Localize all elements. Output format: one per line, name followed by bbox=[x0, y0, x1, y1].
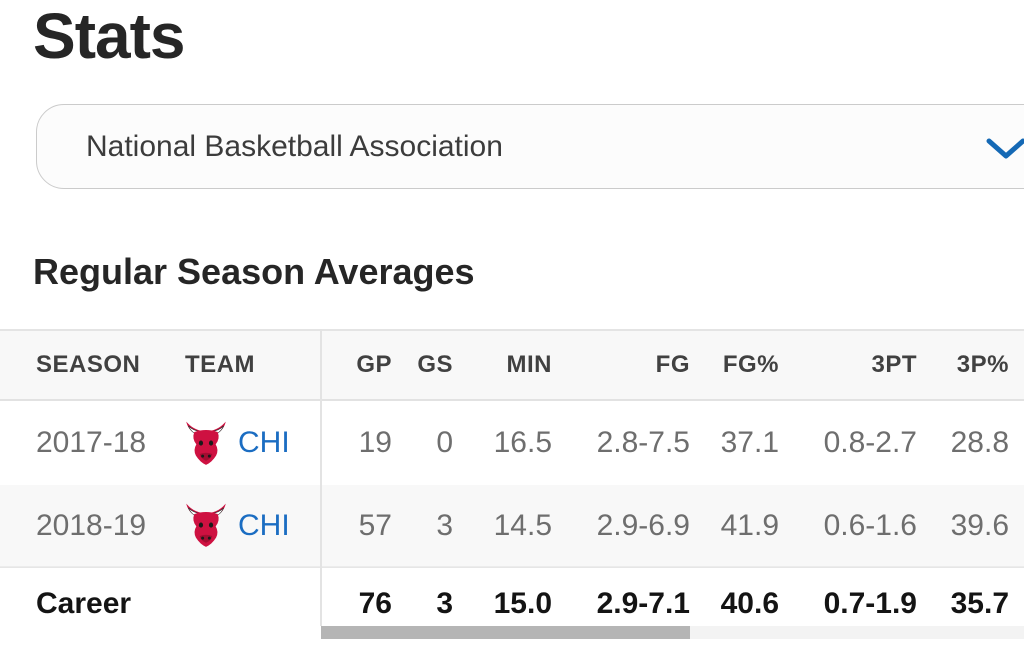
gp-cell: 19 bbox=[358, 426, 392, 460]
header-fg: FG bbox=[655, 351, 690, 379]
chevron-down-icon bbox=[985, 137, 1024, 166]
3pt-cell: 0.7-1.9 bbox=[823, 587, 917, 621]
header-min: MIN bbox=[506, 351, 552, 379]
season-cell: 2017-18 bbox=[36, 426, 147, 460]
season-cell: 2018-19 bbox=[36, 508, 147, 542]
min-cell: 16.5 bbox=[493, 426, 552, 460]
table-row-2018-19: 2018-19 CHI 57 3 14.5 2.9-6.9 41.9 0.6-1… bbox=[0, 485, 1024, 568]
header-gp: GP bbox=[356, 351, 392, 379]
3p-pct-cell: 35.7 bbox=[950, 587, 1009, 621]
table-row-2017-18: 2017-18 CHI 19 0 16.5 2.8-7.5 37.1 0.8-2… bbox=[0, 401, 1024, 486]
fg-pct-cell: 40.6 bbox=[720, 587, 779, 621]
gs-cell: 0 bbox=[436, 426, 453, 460]
gs-cell: 3 bbox=[436, 508, 453, 542]
horizontal-scrollbar-track[interactable] bbox=[321, 626, 1024, 640]
regular-season-averages-table: SEASON TEAM GP GS MIN FG FG% 3PT 3P% 201… bbox=[0, 329, 1024, 641]
header-3p-pct: 3P% bbox=[956, 351, 1009, 379]
min-cell: 15.0 bbox=[493, 587, 552, 621]
bulls-logo-icon bbox=[186, 421, 226, 465]
team-cell: CHI bbox=[185, 502, 321, 549]
fg-pct-cell: 41.9 bbox=[720, 508, 779, 542]
header-season: SEASON bbox=[36, 351, 141, 379]
3p-pct-cell: 28.8 bbox=[950, 426, 1009, 460]
team-link-chi[interactable]: CHI bbox=[238, 426, 290, 460]
header-fg-pct: FG% bbox=[722, 351, 779, 379]
min-cell: 14.5 bbox=[493, 508, 552, 542]
3p-pct-cell: 39.6 bbox=[950, 508, 1009, 542]
team-link-chi[interactable]: CHI bbox=[238, 508, 290, 542]
fg-cell: 2.9-7.1 bbox=[596, 587, 690, 621]
bulls-logo-icon bbox=[186, 504, 226, 548]
gp-cell: 57 bbox=[358, 508, 392, 542]
header-3pt: 3PT bbox=[871, 351, 917, 379]
section-title: Regular Season Averages bbox=[33, 251, 475, 292]
league-dropdown-value: National Basketball Association bbox=[86, 129, 503, 163]
gp-cell: 76 bbox=[358, 587, 392, 621]
career-label: Career bbox=[36, 587, 132, 621]
page-title: Stats bbox=[33, 0, 186, 72]
header-team: TEAM bbox=[185, 351, 255, 379]
table-header-row: SEASON TEAM GP GS MIN FG FG% 3PT 3P% bbox=[0, 329, 1024, 402]
table-row-career: Career 76 3 15.0 2.9-7.1 40.6 0.7-1.9 35… bbox=[0, 567, 1024, 641]
team-cell: CHI bbox=[185, 420, 321, 467]
league-dropdown[interactable]: National Basketball Association bbox=[36, 104, 1024, 189]
header-gs: GS bbox=[417, 351, 453, 379]
fg-cell: 2.9-6.9 bbox=[596, 508, 690, 542]
frozen-column-divider bbox=[320, 329, 322, 627]
gs-cell: 3 bbox=[436, 587, 453, 621]
3pt-cell: 0.6-1.6 bbox=[823, 508, 917, 542]
horizontal-scrollbar-thumb[interactable] bbox=[321, 626, 690, 640]
3pt-cell: 0.8-2.7 bbox=[823, 426, 917, 460]
fg-cell: 2.8-7.5 bbox=[596, 426, 690, 460]
fg-pct-cell: 37.1 bbox=[720, 426, 779, 460]
